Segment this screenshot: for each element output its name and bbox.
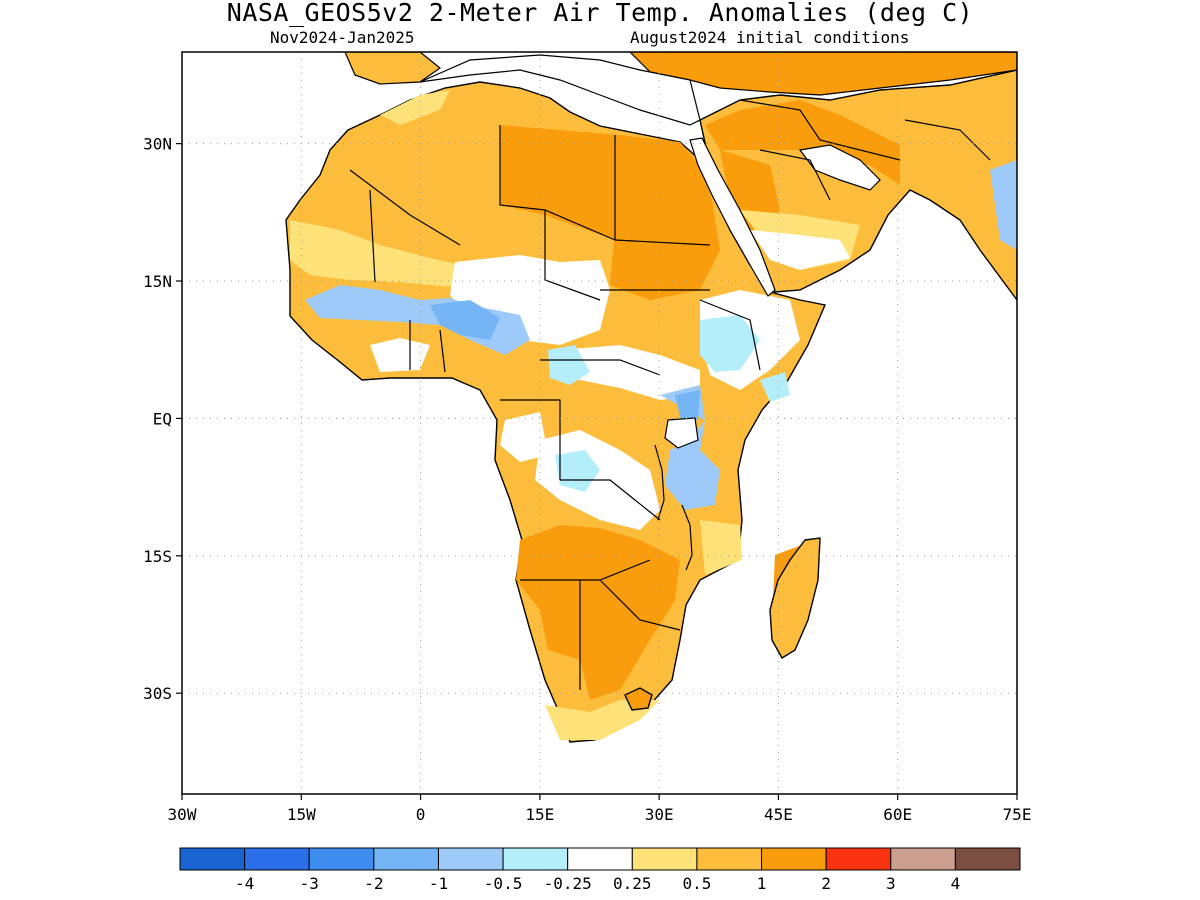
- colorbar-label: -0.25: [544, 874, 592, 893]
- initial-conditions: August2024 initial conditions: [630, 28, 910, 47]
- colorbar-label: 2: [821, 874, 831, 893]
- lon-label: 15E: [525, 805, 554, 824]
- colorbar-swatch: [308, 847, 375, 871]
- colorbar-label: -3: [300, 874, 319, 893]
- colorbar-swatch: [179, 847, 246, 871]
- colorbar-swatch: [373, 847, 439, 871]
- lake-tanganyika: [654, 444, 665, 521]
- country-borders: [349, 99, 991, 690]
- colorbar-swatch: [954, 847, 1021, 871]
- colorbar-label: 4: [951, 874, 961, 893]
- lat-label: 30N: [143, 135, 172, 154]
- colorbar-label: 3: [886, 874, 896, 893]
- lat-label: EQ: [153, 409, 172, 428]
- lon-label: 60E: [883, 805, 912, 824]
- colorbar-swatch: [502, 847, 569, 871]
- colorbar-label: -4: [235, 874, 254, 893]
- colorbar-label: -2: [364, 874, 383, 893]
- colorbar-label: 1: [757, 874, 767, 893]
- red-sea: [689, 137, 776, 297]
- colorbar-label: 0.25: [613, 874, 652, 893]
- colorbar-label: 0.5: [682, 874, 711, 893]
- map-area: [285, 52, 1017, 743]
- gridlines: [182, 52, 1017, 794]
- colorbar-swatch: [567, 847, 633, 871]
- lat-label: 30S: [143, 684, 172, 703]
- latitude-labels: 30N 15N EQ 15S 30S: [143, 135, 172, 704]
- lon-label: 30W: [168, 805, 197, 824]
- colorbar-label: -0.5: [484, 874, 523, 893]
- forecast-period: Nov2024-Jan2025: [270, 28, 415, 47]
- lat-label: 15N: [143, 272, 172, 291]
- colorbar-swatch: [631, 847, 698, 871]
- madagascar: [769, 537, 821, 659]
- lon-label: 45E: [764, 805, 793, 824]
- lat-label: 15S: [143, 547, 172, 566]
- longitude-labels: 30W 15W 0 15E 30E 45E 60E 75E: [168, 805, 1032, 824]
- colorbar-label: -1: [429, 874, 448, 893]
- lon-label: 0: [416, 805, 426, 824]
- colorbar-swatch: [244, 847, 310, 871]
- colorbar-swatch: [696, 847, 763, 871]
- lake-victoria: [664, 417, 699, 449]
- axis-ticks: [176, 143, 1018, 800]
- lon-label: 75E: [1003, 805, 1032, 824]
- lake-malawi: [681, 504, 693, 571]
- colorbar-labels: -4 -3 -2 -1 -0.5 -0.25 0.25 0.5 1 2 3 4: [235, 874, 960, 893]
- cool-anomalies: [305, 160, 1017, 510]
- lon-label: 15W: [287, 805, 316, 824]
- colorbar-swatch: [437, 847, 504, 871]
- persian-gulf: [798, 144, 881, 191]
- chart-title: NASA_GEOS5v2 2-Meter Air Temp. Anomalies…: [226, 0, 974, 27]
- lesotho: [624, 687, 653, 711]
- colorbar-swatch: [890, 847, 956, 871]
- lon-label: 30E: [645, 805, 674, 824]
- map-frame: [181, 51, 1018, 795]
- mediterranean-coast: [419, 54, 701, 126]
- colorbar: [179, 847, 1021, 871]
- colorbar-swatch: [825, 847, 892, 871]
- colorbar-swatch: [761, 847, 827, 871]
